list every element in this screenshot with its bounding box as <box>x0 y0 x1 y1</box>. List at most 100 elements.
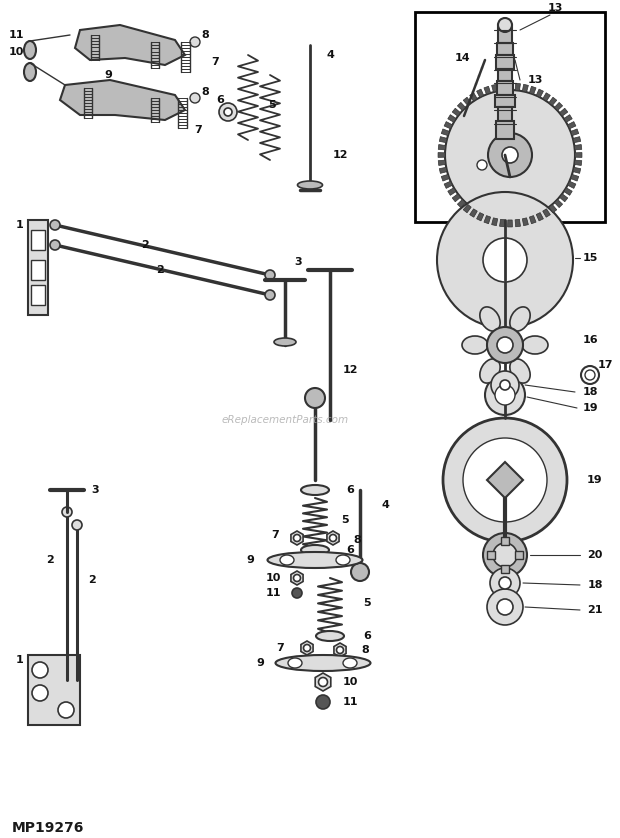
Text: 4: 4 <box>381 500 389 510</box>
Polygon shape <box>500 83 505 91</box>
Circle shape <box>585 370 595 380</box>
Text: 5: 5 <box>363 598 371 608</box>
Polygon shape <box>492 218 498 225</box>
Text: 8: 8 <box>361 645 369 655</box>
Bar <box>498 69 512 81</box>
Polygon shape <box>564 188 572 195</box>
Circle shape <box>319 677 327 686</box>
Ellipse shape <box>462 336 488 354</box>
Text: 8: 8 <box>201 30 209 40</box>
Polygon shape <box>573 168 581 173</box>
Polygon shape <box>441 129 450 136</box>
Bar <box>495 95 515 107</box>
Polygon shape <box>60 80 185 120</box>
Circle shape <box>224 108 232 116</box>
Polygon shape <box>448 115 456 122</box>
Polygon shape <box>522 85 528 92</box>
Polygon shape <box>470 93 477 101</box>
Text: 19: 19 <box>587 475 603 485</box>
Text: 12: 12 <box>332 150 348 160</box>
Polygon shape <box>536 213 543 221</box>
Polygon shape <box>315 673 331 691</box>
Text: 9: 9 <box>246 555 254 565</box>
Circle shape <box>498 18 512 32</box>
Ellipse shape <box>510 307 530 331</box>
Polygon shape <box>559 194 568 202</box>
Text: 7: 7 <box>194 125 202 135</box>
Text: 7: 7 <box>276 643 284 653</box>
Circle shape <box>491 371 519 399</box>
Circle shape <box>265 270 275 280</box>
Text: 6: 6 <box>216 95 224 105</box>
Circle shape <box>293 575 301 582</box>
Circle shape <box>500 380 510 390</box>
Polygon shape <box>444 122 453 129</box>
Text: 1: 1 <box>16 220 24 230</box>
Ellipse shape <box>351 563 369 581</box>
Text: 17: 17 <box>597 360 613 370</box>
Text: 16: 16 <box>582 335 598 345</box>
Circle shape <box>32 662 48 678</box>
Polygon shape <box>515 220 520 227</box>
Text: 3: 3 <box>294 257 302 267</box>
Text: 20: 20 <box>587 550 603 560</box>
Text: 9: 9 <box>104 70 112 80</box>
Polygon shape <box>440 168 447 173</box>
Circle shape <box>190 37 200 47</box>
Bar <box>498 107 512 121</box>
Polygon shape <box>452 194 461 202</box>
Polygon shape <box>334 643 346 657</box>
Circle shape <box>293 535 301 541</box>
Bar <box>28 220 48 315</box>
Bar <box>501 537 509 545</box>
Text: 6: 6 <box>363 631 371 641</box>
Bar <box>498 25 512 43</box>
Ellipse shape <box>274 338 296 346</box>
Polygon shape <box>484 215 490 224</box>
Polygon shape <box>452 108 461 116</box>
Polygon shape <box>536 89 543 97</box>
Circle shape <box>50 240 60 250</box>
Polygon shape <box>529 86 536 95</box>
Circle shape <box>485 375 525 415</box>
Bar <box>28 655 80 725</box>
Ellipse shape <box>301 485 329 495</box>
Polygon shape <box>549 204 557 213</box>
Polygon shape <box>463 97 471 106</box>
Circle shape <box>488 133 532 177</box>
Polygon shape <box>554 102 562 111</box>
Bar <box>497 43 513 55</box>
Circle shape <box>72 520 82 530</box>
Circle shape <box>487 327 523 363</box>
Polygon shape <box>327 531 339 545</box>
Polygon shape <box>477 213 484 221</box>
Polygon shape <box>477 89 484 97</box>
Circle shape <box>483 238 527 282</box>
Polygon shape <box>573 137 581 142</box>
Bar <box>415 12 605 222</box>
Text: 21: 21 <box>587 605 603 615</box>
Polygon shape <box>567 122 576 129</box>
Circle shape <box>499 577 511 589</box>
Polygon shape <box>438 153 445 158</box>
Ellipse shape <box>288 658 302 668</box>
Circle shape <box>443 418 567 542</box>
Circle shape <box>497 337 513 353</box>
Circle shape <box>190 93 200 103</box>
Circle shape <box>329 535 337 541</box>
Text: 18: 18 <box>582 387 598 397</box>
Ellipse shape <box>336 555 350 565</box>
Circle shape <box>463 438 547 522</box>
Ellipse shape <box>316 631 344 641</box>
Polygon shape <box>508 220 512 227</box>
Circle shape <box>487 589 523 625</box>
Circle shape <box>32 685 48 701</box>
Text: MP19276: MP19276 <box>12 821 84 835</box>
Bar <box>497 81 513 95</box>
Polygon shape <box>470 209 477 217</box>
Ellipse shape <box>267 552 363 568</box>
Text: 3: 3 <box>91 485 99 495</box>
Polygon shape <box>554 199 562 208</box>
Polygon shape <box>440 137 447 142</box>
Bar <box>31 230 45 250</box>
